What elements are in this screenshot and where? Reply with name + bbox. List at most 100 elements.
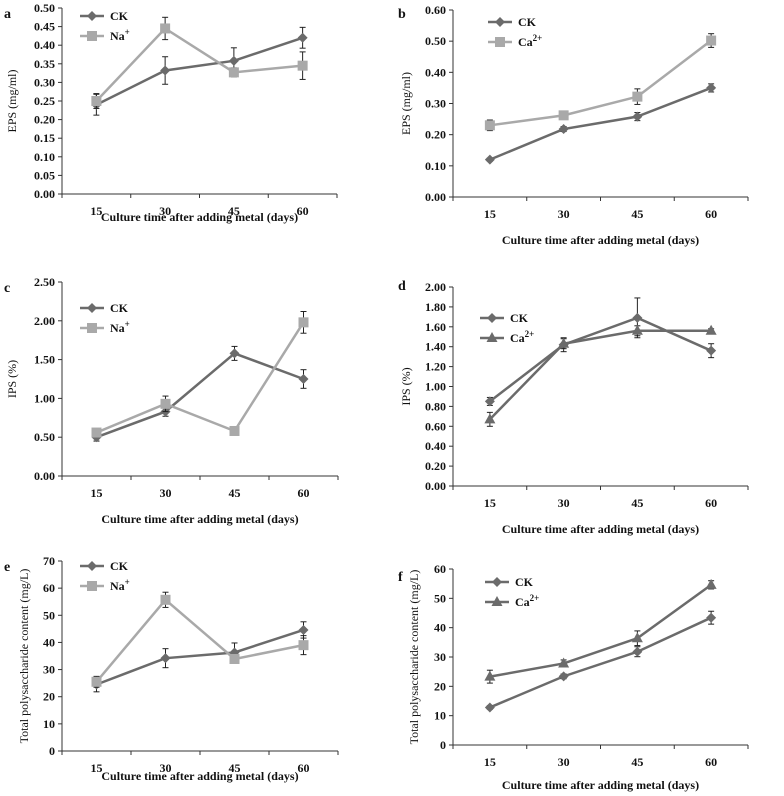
series-na	[91, 591, 309, 688]
y-tick-label: 0.50	[34, 1, 55, 15]
legend-superscript: +	[125, 27, 130, 37]
series-line	[489, 39, 712, 127]
legend-superscript: 2+	[533, 33, 543, 43]
y-axis-title: Total polysaccharide content (mg/L)	[407, 570, 421, 745]
data-point	[558, 671, 569, 682]
y-tick-label: 0.30	[425, 97, 446, 111]
y-axis-title: IPS (%)	[399, 367, 413, 405]
y-tick-label: 0.50	[34, 430, 55, 444]
legend-label: CK	[515, 575, 534, 589]
panel-label: c	[4, 281, 10, 296]
x-axis-title: Culture time after adding metal (days)	[101, 210, 298, 224]
y-tick-label: 0.10	[425, 159, 446, 173]
panel-c: c 0.00 0.50 1.00 1.50 2.00 2.50 15 30 45 60Culture…	[4, 275, 339, 526]
series-ck	[91, 621, 309, 693]
data-point	[297, 32, 308, 43]
legend-marker	[87, 581, 97, 591]
y-tick-label: 1.00	[425, 380, 446, 394]
panel-a: a 0.00 0.05 0.10 0.15 0.20 0.25 0.30 0.35 0.40 0.4…	[4, 1, 338, 224]
y-tick-label: 70	[43, 554, 55, 568]
series-ck	[484, 610, 717, 713]
y-tick-label: 30	[434, 650, 446, 664]
x-axis-title: Culture time after adding metal (days)	[101, 769, 298, 783]
x-tick-label: 60	[297, 204, 309, 218]
series-ca	[484, 324, 717, 427]
y-tick-label: 0.60	[425, 419, 446, 433]
y-tick-label: 50	[43, 608, 55, 622]
panel-d: d 0.00 0.20 0.40 0.60 0.80 1.00 1.20 1.40 1.60 1.8…	[398, 279, 749, 536]
y-tick-label: 60	[434, 562, 446, 576]
legend-label: Ca2+	[518, 33, 542, 49]
x-tick-label: 30	[558, 496, 570, 510]
series-line	[96, 351, 304, 439]
y-axis-title: IPS (%)	[5, 360, 19, 398]
y-axis-title: Total polysaccharide content (mg/L)	[17, 569, 31, 744]
x-tick-label: 15	[91, 761, 103, 775]
y-tick-label: 2.00	[34, 314, 55, 328]
x-axis-title: Culture time after adding metal (days)	[502, 522, 699, 536]
data-point	[558, 110, 569, 121]
data-point	[558, 337, 570, 348]
x-tick-label: 45	[228, 204, 240, 218]
x-axis-title: Culture time after adding metal (days)	[502, 778, 699, 792]
x-tick-label: 60	[705, 496, 717, 510]
y-tick-label: 1.60	[425, 320, 446, 334]
y-tick-label: 20	[43, 690, 55, 704]
data-point	[558, 657, 570, 668]
legend-superscript: 2+	[530, 593, 540, 603]
x-tick-label: 60	[705, 207, 717, 221]
series-line	[96, 628, 304, 686]
data-point	[631, 632, 643, 643]
data-point	[298, 624, 309, 635]
data-point	[91, 96, 102, 106]
y-tick-label: 0.40	[34, 38, 55, 52]
x-tick-label: 30	[160, 761, 172, 775]
series-line	[489, 616, 712, 709]
y-tick-label: 1.40	[425, 340, 446, 354]
panel-label: b	[398, 7, 406, 22]
y-tick-label: 0.05	[34, 168, 55, 182]
x-tick-label: 15	[484, 496, 496, 510]
data-point	[484, 154, 495, 165]
y-tick-label: 0.25	[34, 94, 55, 108]
y-tick-label: 0.40	[425, 439, 446, 453]
legend-label: CK	[110, 9, 129, 23]
legend-label: Na+	[110, 577, 130, 593]
y-tick-label: 0.00	[425, 190, 446, 204]
series-ck	[484, 82, 717, 165]
data-point	[705, 324, 717, 335]
legend-label: CK	[510, 311, 529, 325]
data-point	[298, 640, 309, 651]
legend-marker	[486, 332, 498, 342]
data-point	[558, 124, 569, 135]
y-axis-title: EPS (mg/ml)	[399, 72, 413, 135]
x-tick-label: 45	[229, 761, 241, 775]
y-tick-label: 0	[440, 738, 446, 752]
y-tick-label: 60	[43, 581, 55, 595]
y-tick-label: 0.00	[34, 187, 55, 201]
data-point	[229, 653, 240, 664]
y-tick-label: 30	[43, 663, 55, 677]
y-tick-label: 10	[434, 709, 446, 723]
x-tick-label: 30	[160, 486, 172, 500]
series-line	[95, 26, 303, 102]
legend-marker	[87, 11, 97, 21]
series-line	[95, 36, 304, 106]
legend-marker	[487, 313, 497, 323]
legend-marker	[495, 17, 505, 27]
data-point	[632, 111, 643, 122]
data-point	[484, 120, 495, 131]
y-tick-label: 0.20	[425, 459, 446, 473]
x-tick-label: 15	[484, 207, 496, 221]
legend-label: Na+	[110, 319, 130, 335]
legend-label: CK	[110, 301, 129, 315]
y-tick-label: 0.10	[34, 150, 55, 164]
x-tick-label: 30	[159, 204, 171, 218]
data-point	[160, 594, 171, 605]
series-line	[96, 321, 305, 434]
legend-label: Ca2+	[510, 329, 534, 345]
series-line	[489, 583, 712, 678]
data-point	[297, 60, 308, 71]
x-tick-label: 45	[631, 496, 643, 510]
panel-label: d	[398, 279, 406, 294]
